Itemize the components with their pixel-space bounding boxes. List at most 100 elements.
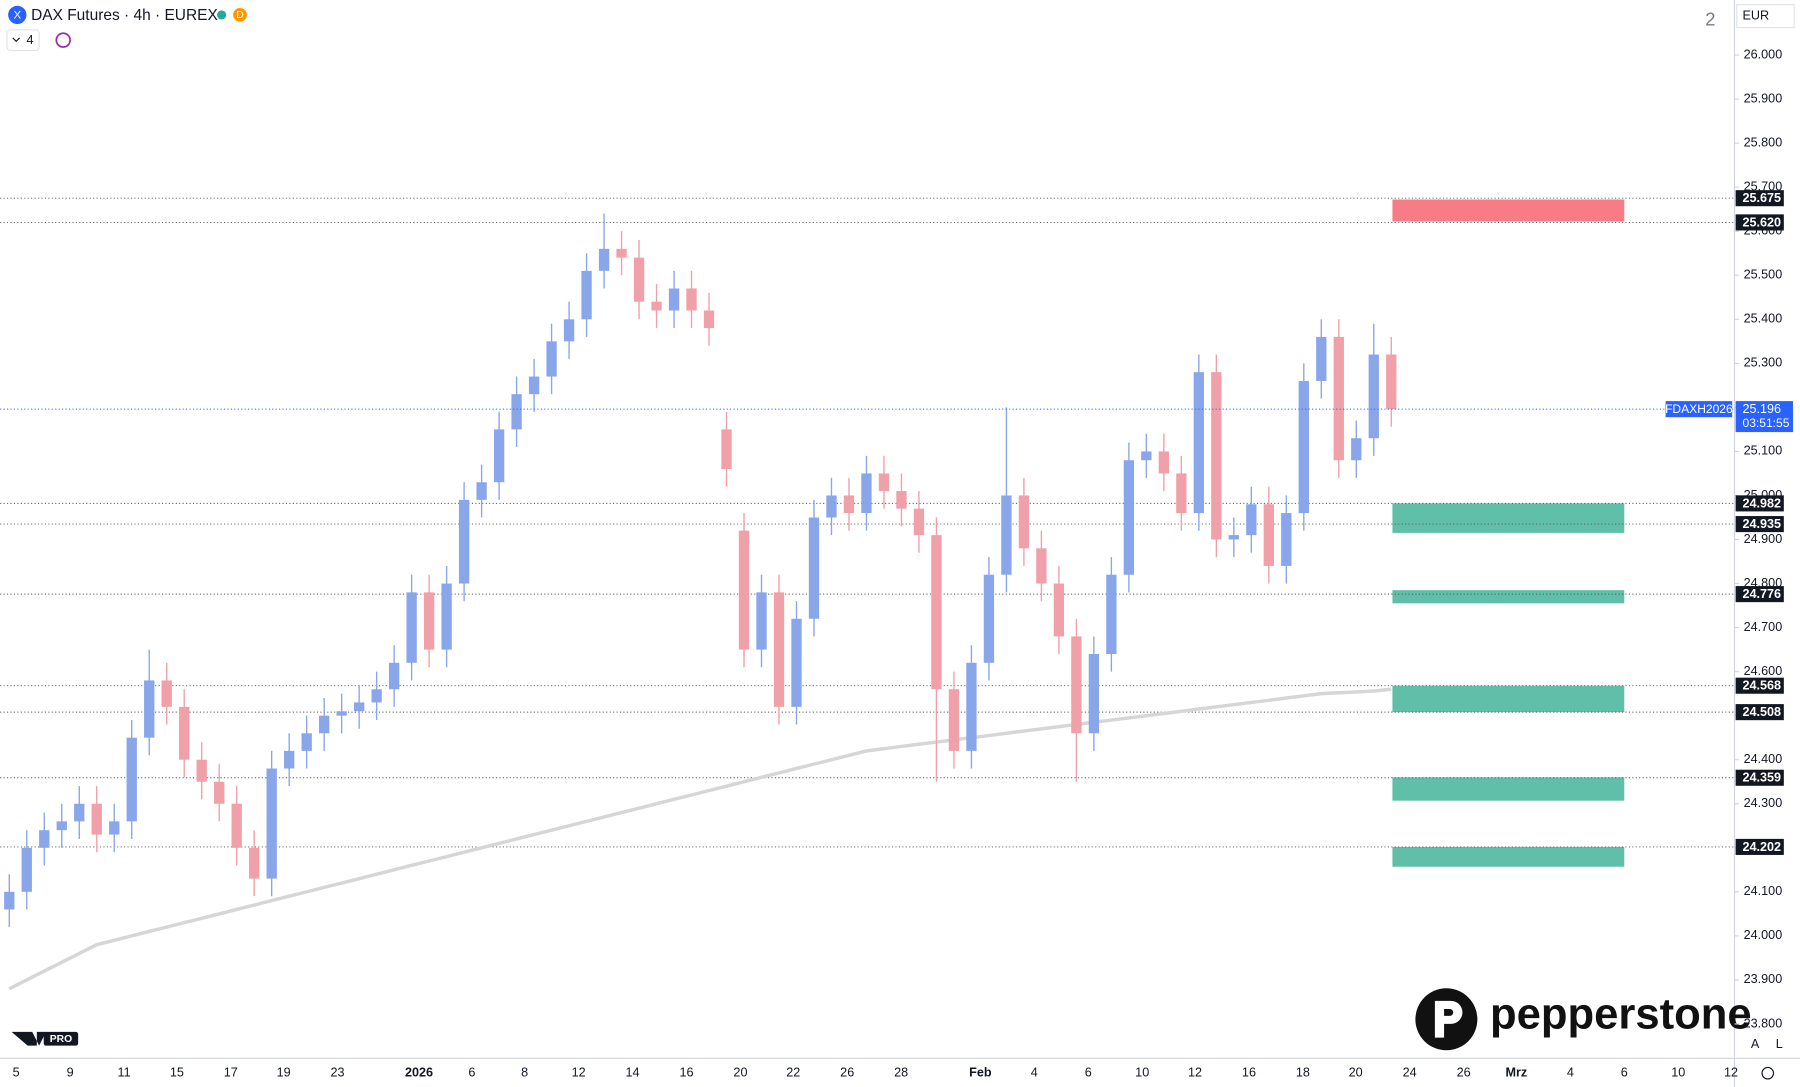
level-label: 24.202: [1743, 840, 1782, 854]
y-tick-label: 25.900: [1744, 91, 1783, 105]
candle-body: [1333, 336, 1344, 461]
log-scale[interactable]: L: [1776, 1037, 1783, 1051]
x-tick-label: 5: [13, 1066, 20, 1080]
zone: [1392, 503, 1625, 533]
x-tick-label: 9: [67, 1066, 74, 1080]
indicator-count: 4: [26, 33, 33, 47]
badge-text: D: [236, 10, 243, 21]
candle-body: [1158, 451, 1170, 474]
candle-body: [738, 530, 750, 650]
candle-body: [878, 473, 890, 492]
last-price-label: 25.196: [1743, 402, 1782, 416]
y-tick-label: 23.900: [1744, 972, 1783, 986]
y-tick-label: 24.700: [1744, 620, 1783, 634]
y-tick-label: 24.900: [1744, 532, 1783, 546]
candle-body: [931, 535, 942, 690]
x-tick-label: 8: [521, 1066, 528, 1080]
candle-body: [791, 618, 802, 707]
level-label-box: [1735, 190, 1784, 207]
level-label: 24.508: [1743, 705, 1782, 719]
candle-body: [826, 495, 837, 518]
badge[interactable]: [233, 8, 247, 22]
level-label: 25.675: [1743, 191, 1782, 205]
x-tick-label: 28: [894, 1066, 908, 1080]
plan: PRO: [50, 1034, 72, 1045]
candle-body: [126, 737, 137, 822]
candle-body: [983, 574, 995, 663]
candle-body: [318, 715, 330, 734]
x-tick-label: 10: [1135, 1066, 1149, 1080]
candle-body: [91, 803, 102, 835]
x-tick-label: 20: [733, 1066, 747, 1080]
moving-average: [8, 687, 1392, 991]
level-label: 25.620: [1743, 215, 1782, 229]
candle-body: [231, 803, 242, 848]
candle-body: [721, 429, 732, 470]
x-tick-label: 16: [679, 1066, 693, 1080]
candle-body: [861, 473, 872, 514]
candle-body: [1263, 504, 1274, 566]
level-label: 24.982: [1743, 496, 1782, 510]
y-tick-label: 25.300: [1744, 356, 1783, 370]
candle-body: [266, 768, 277, 879]
chart-title: DAX Futures · 4h · EUREX: [31, 7, 218, 24]
candle-body: [616, 248, 627, 258]
x-tick-label: 2026: [405, 1066, 433, 1080]
auto-scale[interactable]: A: [1751, 1037, 1760, 1051]
candle-body: [1036, 548, 1047, 584]
x-tick-label: 6: [1621, 1066, 1628, 1080]
x-tick-label: 15: [170, 1066, 184, 1080]
candle-body: [563, 319, 575, 342]
y-tick-label: 26.000: [1744, 47, 1783, 61]
zone: [1392, 846, 1625, 867]
x-tick-label: 12: [572, 1066, 586, 1080]
x-tick-label: 19: [277, 1066, 291, 1080]
x-tick-label: 4: [1031, 1066, 1038, 1080]
x-tick-label: Feb: [969, 1066, 992, 1080]
candle-body: [301, 733, 312, 751]
candle-body: [1351, 438, 1362, 461]
candle-body: [284, 750, 295, 769]
candle-body: [144, 680, 155, 738]
candle-body: [1001, 495, 1012, 575]
x-tick-label: 14: [626, 1066, 640, 1080]
zone: [1392, 685, 1625, 713]
candle-body: [581, 270, 592, 320]
header: X DAX Futures · 4h · EUREX D 4 2 EUR A L…: [6, 4, 1795, 1080]
candle-body: [1228, 535, 1239, 540]
candle-body: [773, 592, 785, 707]
level-label: 24.568: [1743, 679, 1782, 693]
settings-icon[interactable]: [1761, 1066, 1775, 1080]
x-tick-label: 24: [1403, 1066, 1417, 1080]
candle-body: [406, 592, 417, 663]
y-tick-label: 25.400: [1744, 312, 1783, 326]
candle-body: [458, 499, 470, 584]
y-tick-label: 24.100: [1744, 884, 1783, 898]
sync-icon[interactable]: [55, 32, 71, 48]
candle-body: [1071, 636, 1082, 734]
candle-body: [528, 376, 540, 395]
brand: pepperstone: [1490, 990, 1752, 1038]
y-tick-label: 25.500: [1744, 268, 1783, 282]
candle-body: [1193, 372, 1205, 514]
level-label-box: [1735, 214, 1784, 231]
candle-body: [214, 781, 225, 804]
candle-body: [686, 288, 697, 311]
indicator-toggle[interactable]: [6, 29, 40, 52]
candle-body: [74, 803, 85, 822]
candle-body: [336, 711, 347, 716]
currency-selector[interactable]: [1736, 4, 1795, 29]
last-price-box: [1735, 401, 1794, 433]
candle-body: [1386, 354, 1397, 410]
pro-badge: [43, 1031, 79, 1046]
candle-body: [1246, 504, 1257, 536]
x-tick-label: 11: [118, 1066, 131, 1080]
status-dot: [217, 10, 227, 20]
y-tick-label: 25.800: [1744, 135, 1783, 149]
candle-body: [651, 301, 662, 311]
level-label: 24.935: [1743, 517, 1782, 531]
candle-body: [249, 847, 260, 879]
candle-body: [196, 759, 207, 782]
candle-body: [1298, 380, 1309, 514]
candle-body: [546, 341, 557, 377]
